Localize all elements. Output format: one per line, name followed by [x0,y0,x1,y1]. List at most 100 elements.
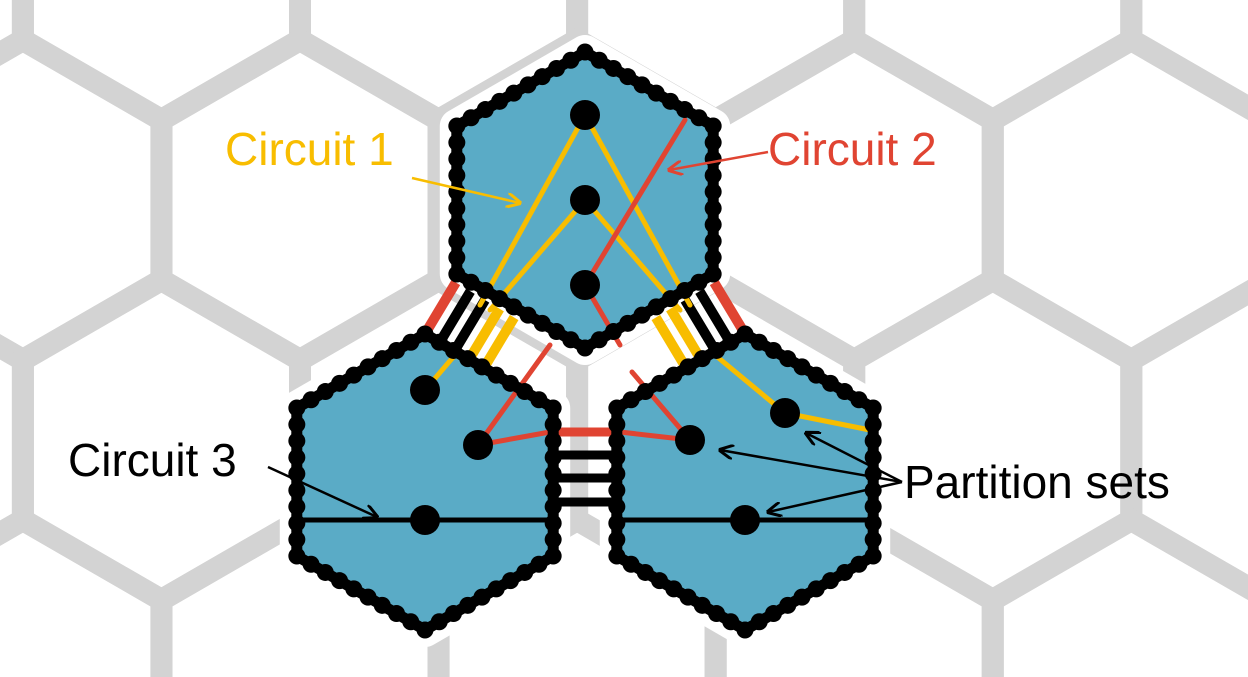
partition-sets-label: Partition sets [904,456,1170,508]
pin [779,350,797,368]
pin [864,547,882,565]
pin [544,415,562,433]
pin [288,432,306,450]
pin [608,531,626,549]
pin [331,572,349,590]
pin [476,101,494,119]
pin [665,366,683,384]
pin [704,265,722,283]
partition-set-dot [570,100,600,130]
pin [651,572,669,590]
pin [736,325,754,343]
pin [864,415,882,433]
pin [544,498,562,516]
pin [544,432,562,450]
circuit1-wire [487,197,588,313]
pin [548,59,566,77]
pin [750,613,768,631]
circuit3-arrow [267,465,377,517]
pin [661,290,679,308]
pin [288,415,306,433]
pin [487,580,505,598]
pin [562,331,580,349]
grid-hex [981,507,1248,677]
pin [704,150,722,168]
pin [750,333,768,351]
pin [864,498,882,516]
pin [793,588,811,606]
pin [462,109,480,127]
circuit1-wire [712,352,788,416]
pin [708,341,726,359]
pin [622,391,640,409]
circuit2-arrow [669,150,769,170]
pin [576,43,594,61]
pin [821,374,839,392]
pin [764,341,782,359]
pin [430,333,448,351]
circuit1-wire [477,112,588,308]
pin [704,133,722,151]
pin [807,366,825,384]
pin [590,331,608,349]
pin [373,350,391,368]
pin [651,374,669,392]
pin [647,298,665,316]
pin [505,298,523,316]
pin [448,199,466,217]
pin [288,498,306,516]
pin [473,588,491,606]
circuit2-wire [582,117,688,288]
pin [501,572,519,590]
pin [448,117,466,135]
pin [402,333,420,351]
pin [416,325,434,343]
pin [850,391,868,409]
pin [836,383,854,401]
pin [864,481,882,499]
pin [636,563,654,581]
pin [448,249,466,267]
pin [459,596,477,614]
pin [530,555,548,573]
pin [690,109,708,127]
pin [448,232,466,250]
pin [501,374,519,392]
pin [316,563,334,581]
partition-arrow-3 [768,480,903,512]
pin [608,481,626,499]
circuit1-label: Circuit 1 [225,123,394,175]
pin [473,358,491,376]
pin [676,281,694,299]
pin [807,580,825,598]
pin [448,265,466,283]
pin [544,465,562,483]
pin [544,514,562,532]
pin [416,621,434,639]
pin [608,498,626,516]
pin [448,216,466,234]
pin [448,133,466,151]
pin [345,366,363,384]
pin [779,596,797,614]
particle-left-fill [296,334,554,630]
pin [793,358,811,376]
pin [704,216,722,234]
partition-set-dot [463,430,493,460]
pin [388,341,406,359]
pin [633,306,651,324]
pin [448,166,466,184]
grid-hex [1120,279,1248,601]
pin [608,547,626,565]
pin [722,333,740,351]
pin [316,383,334,401]
pin [530,391,548,409]
pin [491,290,509,308]
pin [864,448,882,466]
pin [864,432,882,450]
pin [708,605,726,623]
pin [619,314,637,332]
pin [519,306,537,324]
pin [608,399,626,417]
pin [704,199,722,217]
